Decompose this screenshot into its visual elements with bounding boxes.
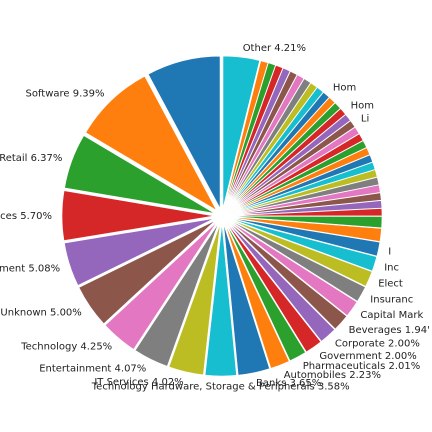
slice-label: Entertainment 4.07% xyxy=(39,364,146,375)
pie-slice xyxy=(147,55,221,209)
slice-label: I xyxy=(388,247,391,258)
slice-label: Pharmaceuticals 2.01% xyxy=(303,361,421,372)
pie-slice xyxy=(228,126,360,212)
pie-slice xyxy=(78,220,216,325)
pie-slice xyxy=(228,114,351,212)
pie-slice xyxy=(225,222,306,362)
pie-slice xyxy=(227,102,341,211)
pie-slice xyxy=(226,91,330,211)
slice-label: Li xyxy=(361,114,369,125)
pie-slice xyxy=(224,223,290,369)
slice-label: Beverages 1.94' xyxy=(349,325,430,336)
pie-slice xyxy=(134,222,219,367)
pie-slice xyxy=(229,200,383,216)
pie-slice xyxy=(229,147,371,214)
pie-slice xyxy=(229,216,382,242)
pie-slice xyxy=(222,55,260,209)
slice-label: Other 4.21% xyxy=(243,43,306,54)
pie-slice xyxy=(229,169,378,215)
pie-slice xyxy=(104,221,218,350)
pie-slice xyxy=(226,82,318,210)
slice-label: Marketing Retail 6.37% xyxy=(0,153,62,164)
pie-slice xyxy=(224,64,284,209)
pie-slice xyxy=(229,217,381,257)
slice-label: Automobiles 2.23% xyxy=(284,370,381,381)
pie-slice xyxy=(204,223,237,377)
pie-slice xyxy=(229,140,367,213)
pie-slice xyxy=(64,218,215,286)
pie-labels: Other 4.21% Hom Hom Li I Inc Elect Insuranc Capi… xyxy=(0,43,430,393)
slice-label: Hom xyxy=(351,100,374,111)
pie-slice xyxy=(64,135,215,214)
slice-label: Inc xyxy=(384,262,399,273)
slice-label: Unknown 5.00% xyxy=(0,308,81,319)
pie-slice xyxy=(229,216,383,229)
pie-slice xyxy=(226,78,311,210)
pie-slice xyxy=(228,133,364,213)
pie-slice xyxy=(227,108,346,212)
pie-slice xyxy=(229,161,376,214)
pie-slice xyxy=(226,222,322,353)
pie-slice xyxy=(229,192,382,216)
slice-label: Software 9.39% xyxy=(25,89,104,100)
slice-label: Hom xyxy=(333,83,356,94)
pie-slice xyxy=(229,218,373,287)
pie-slice xyxy=(226,87,324,210)
pie-slice xyxy=(228,120,356,212)
pie-slice xyxy=(224,62,276,209)
pie-slice xyxy=(223,60,269,209)
pie-slice xyxy=(85,75,218,212)
slice-label: Elect xyxy=(378,279,403,290)
slice-label: Technology 4.25% xyxy=(20,341,112,352)
slice-label: IT Services 4.02% xyxy=(94,377,183,388)
slice-label: Services 5.70% xyxy=(0,211,52,222)
pie-slice xyxy=(229,184,381,215)
slice-label: Technology Hardware, Storage & Periphera… xyxy=(91,382,350,393)
slice-label: Investment 5.08% xyxy=(0,263,60,274)
pie-slices xyxy=(61,55,383,377)
slice-label: Corporate 2.00% xyxy=(335,339,420,350)
pie-slice xyxy=(227,221,348,330)
pie-slice xyxy=(168,223,221,376)
pie-slice xyxy=(223,223,270,376)
pie-slice xyxy=(224,67,291,209)
pie-slice xyxy=(227,221,336,342)
pie-slice xyxy=(229,208,383,217)
pie-slice xyxy=(228,220,358,317)
pie-slice xyxy=(229,176,380,215)
pie-slice xyxy=(229,154,373,214)
pie-slice xyxy=(225,74,305,210)
pie-slice xyxy=(61,190,215,241)
slice-label: Banks 3.65% xyxy=(256,378,321,389)
pie-slice xyxy=(228,219,366,302)
slice-label: Government 2.00% xyxy=(319,351,416,362)
pie-slice xyxy=(227,97,336,211)
slice-label: Capital Mark xyxy=(360,310,423,321)
pie-slice xyxy=(229,218,378,272)
pie-slice xyxy=(225,70,298,209)
slice-label: Insuranc xyxy=(370,295,413,306)
